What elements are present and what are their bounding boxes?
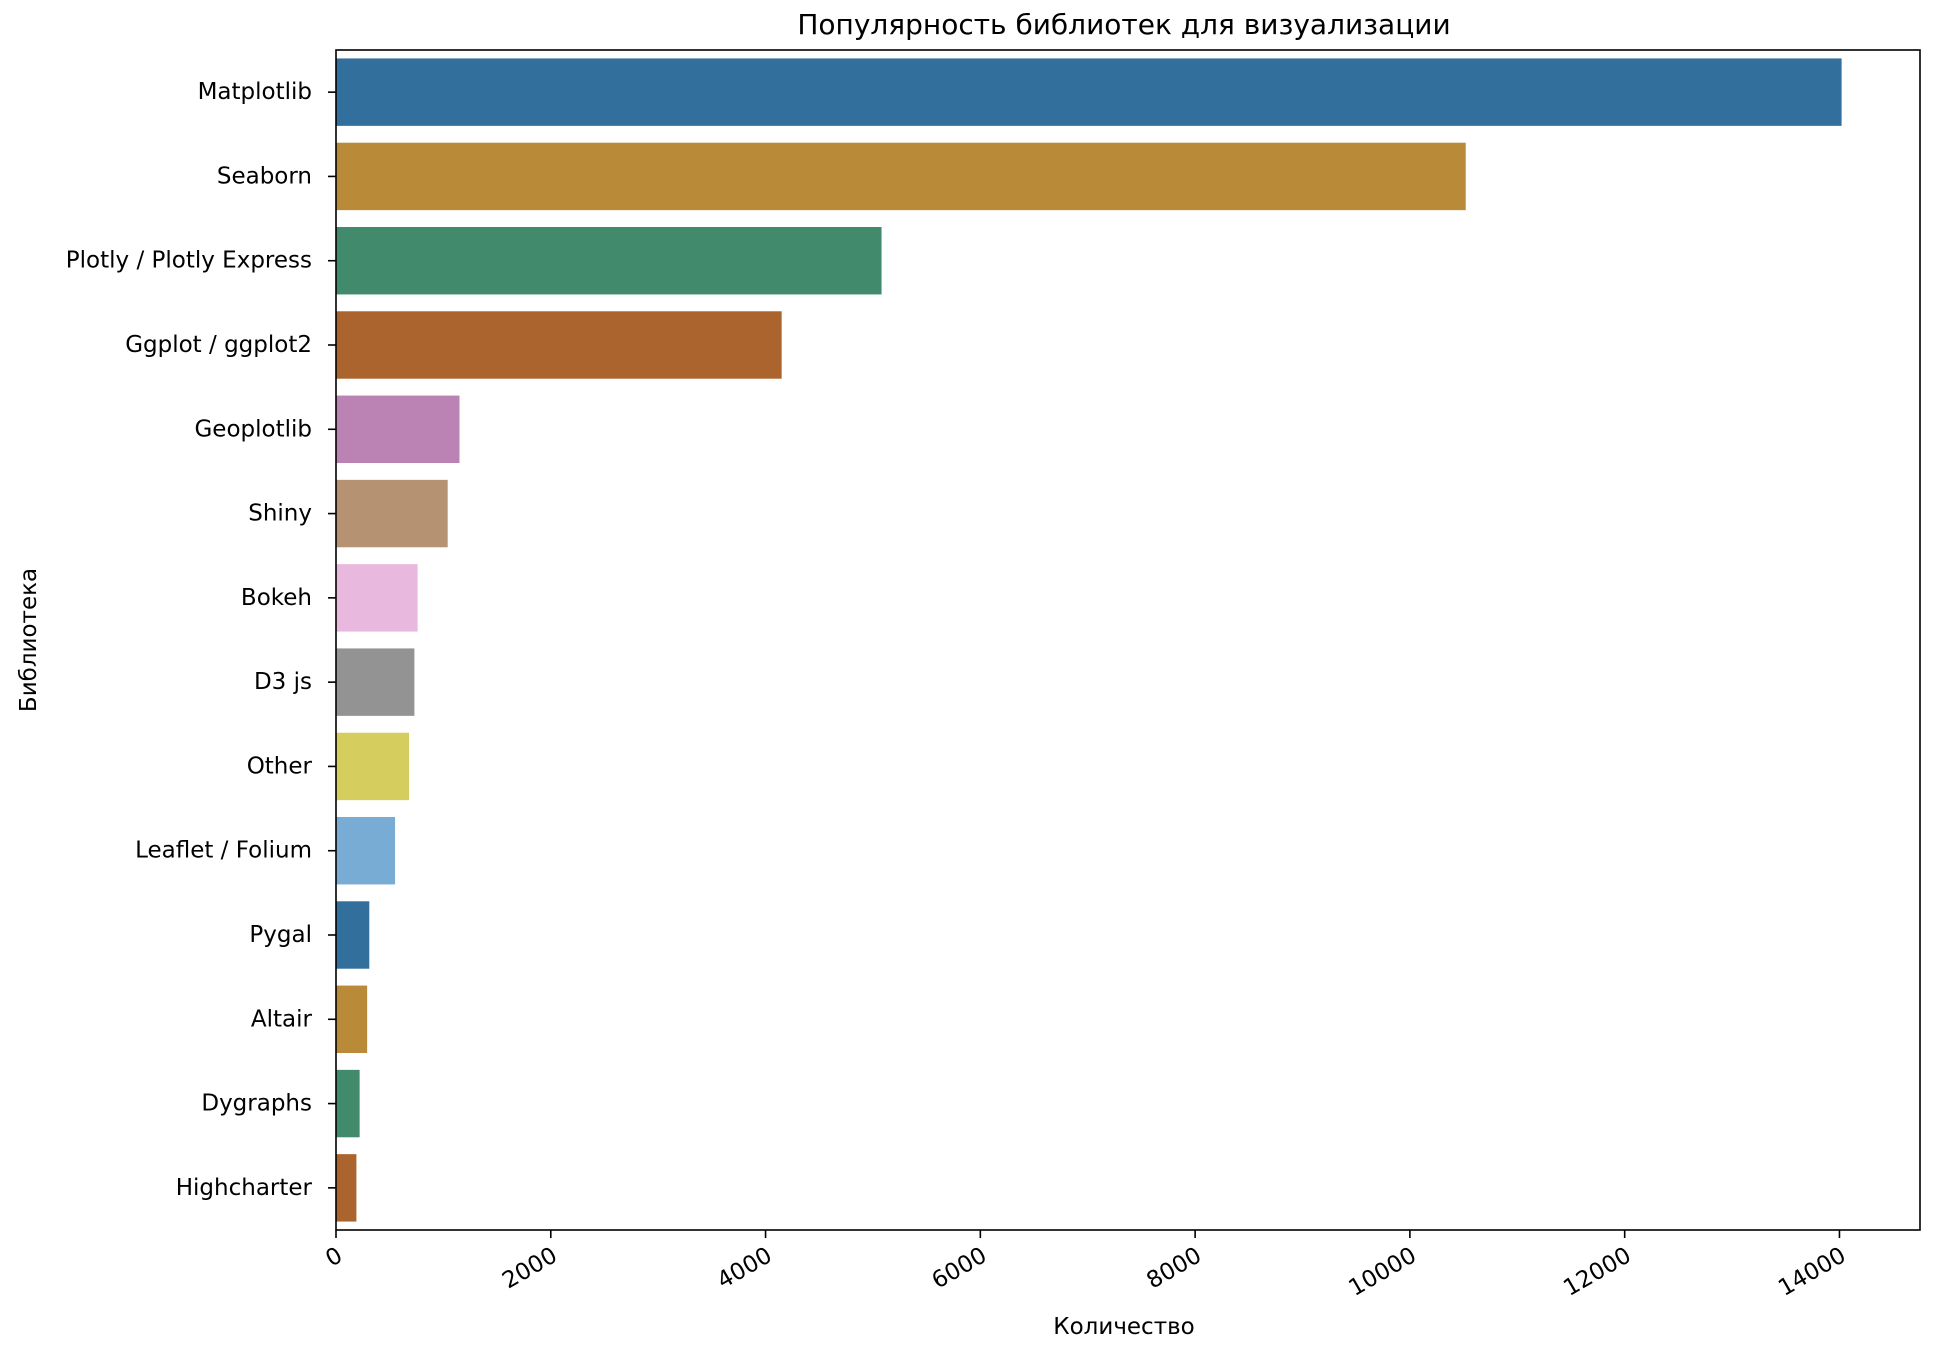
y-tick-label: Shiny — [248, 501, 312, 527]
y-axis-ticks: Matplotlib Seaborn Plotly / Plotly Express… — [66, 79, 336, 1201]
bar-geoplotlib — [336, 395, 460, 463]
bars-layer — [336, 58, 1842, 1222]
bar-dygraphs — [336, 1069, 360, 1138]
y-tick-label: Dygraphs — [201, 1091, 312, 1117]
x-tick-label: 10000 — [1345, 1243, 1421, 1302]
bar-leaflet-folium — [336, 817, 396, 885]
y-tick-label: Ggplot / ggplot2 — [125, 332, 312, 358]
x-tick-label: 4000 — [713, 1243, 777, 1295]
bar-ggplot-ggplot2 — [336, 311, 782, 379]
x-tick-label: 8000 — [1142, 1243, 1206, 1295]
bar-highcharter — [336, 1154, 357, 1222]
y-tick-label: Plotly / Plotly Express — [66, 248, 312, 274]
y-tick-label: Leaflet / Folium — [135, 838, 312, 864]
x-tick-label: 14000 — [1774, 1243, 1850, 1302]
bar-pygal — [336, 901, 370, 969]
y-tick-label: Bokeh — [241, 585, 312, 611]
bar-shiny — [336, 479, 448, 548]
y-tick-label: Seaborn — [217, 163, 312, 189]
x-tick-label: 2000 — [498, 1243, 562, 1295]
bar-plotly-plotly-express — [336, 227, 882, 295]
y-tick-label: Altair — [251, 1006, 313, 1032]
y-tick-label: Pygal — [249, 922, 312, 948]
bar-d3-js — [336, 648, 415, 716]
x-axis-ticks: 0 2000 4000 6000 8000 10000 12000 14000 — [321, 1230, 1850, 1302]
bar-matplotlib — [336, 58, 1842, 126]
y-tick-label: Highcharter — [176, 1175, 313, 1201]
y-tick-label: Geoplotlib — [194, 416, 312, 442]
bar-seaborn — [336, 142, 1466, 211]
bar-altair — [336, 985, 368, 1053]
y-tick-label: Matplotlib — [198, 79, 312, 105]
x-tick-label: 12000 — [1559, 1243, 1635, 1302]
x-axis-label: Количество — [1053, 1314, 1194, 1340]
chart-title: Популярность библиотек для визуализации — [797, 8, 1450, 41]
bar-other — [336, 732, 410, 801]
y-tick-label: D3 js — [254, 669, 312, 695]
x-tick-label: 0 — [321, 1243, 347, 1273]
x-tick-label: 6000 — [928, 1243, 992, 1295]
y-tick-label: Other — [247, 753, 313, 779]
plot-frame — [335, 49, 1921, 1231]
y-axis-label: Библиотека — [16, 568, 42, 712]
bar-bokeh — [336, 564, 418, 632]
